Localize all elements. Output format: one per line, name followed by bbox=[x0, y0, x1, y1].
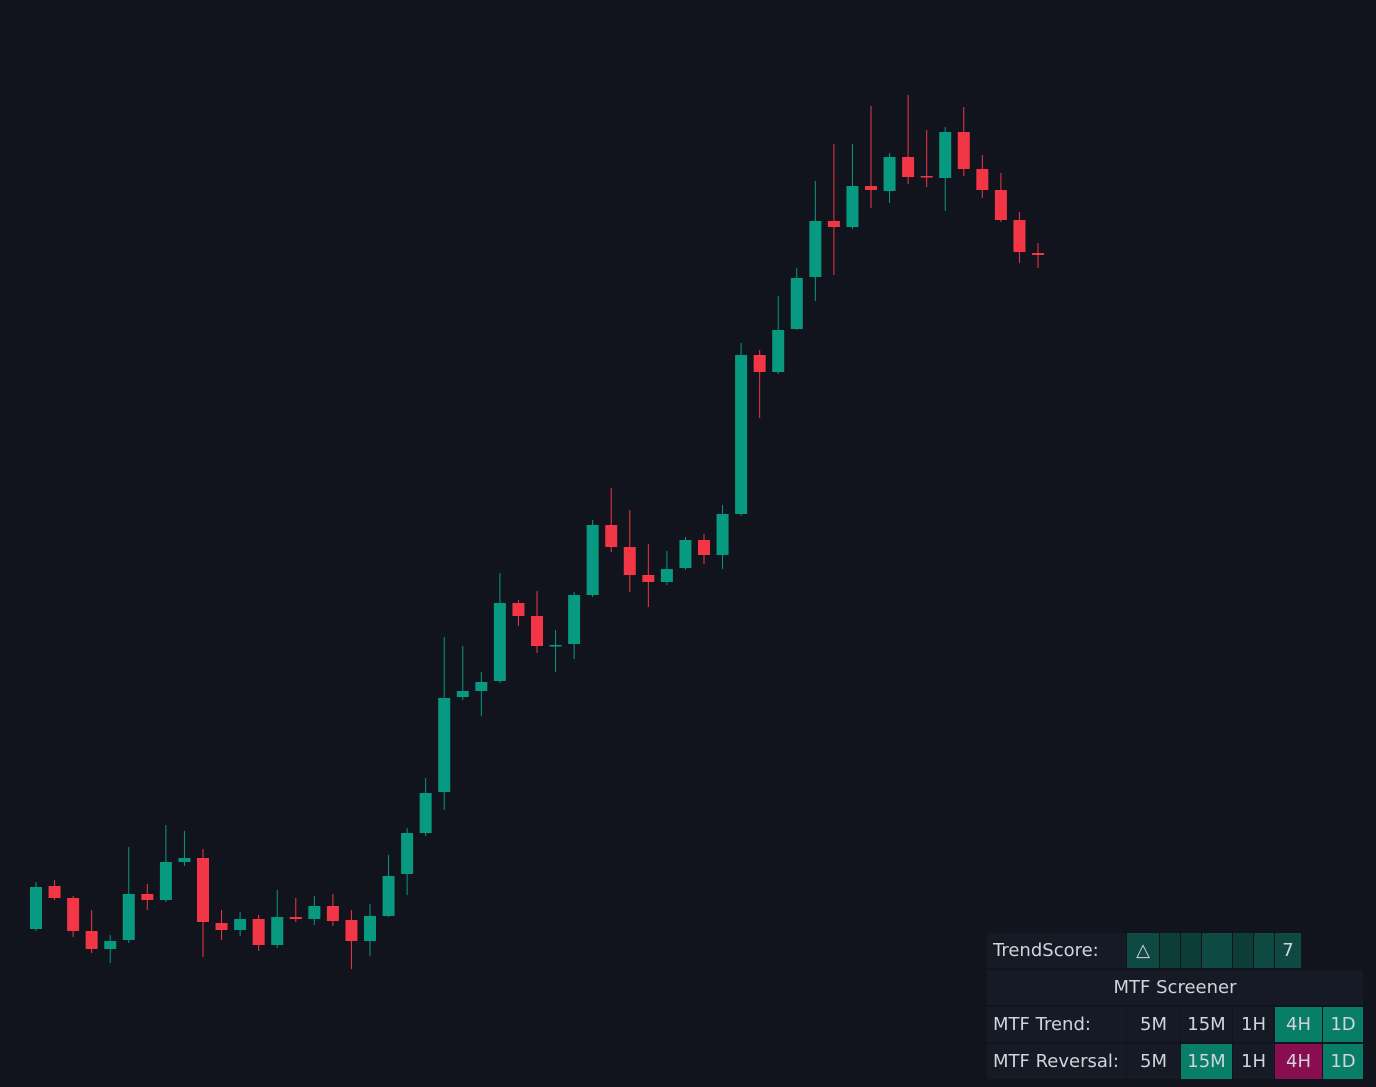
trendscore-cell bbox=[1181, 933, 1202, 969]
candle-body bbox=[902, 157, 915, 177]
candle-body bbox=[735, 355, 748, 514]
tf-cell: 1H bbox=[1233, 1044, 1275, 1080]
candle-body bbox=[642, 575, 655, 582]
candle-body bbox=[104, 941, 117, 949]
candle-body bbox=[568, 595, 581, 644]
candle-body bbox=[234, 919, 247, 930]
candle-body bbox=[289, 917, 302, 919]
row-label: MTF Reversal: bbox=[987, 1044, 1127, 1080]
candle-body bbox=[698, 540, 710, 555]
candle-body bbox=[475, 682, 488, 691]
candle-body bbox=[1032, 253, 1044, 255]
candle-body bbox=[827, 221, 840, 227]
tf-cell: 4H bbox=[1275, 1007, 1323, 1043]
trendscore-label: TrendScore: bbox=[987, 933, 1127, 969]
screener-title: MTF Screener bbox=[987, 970, 1364, 1006]
candle-body bbox=[308, 906, 321, 919]
candle-body bbox=[716, 514, 729, 555]
candle-body bbox=[883, 157, 896, 191]
candle-body bbox=[976, 169, 989, 190]
candle-body bbox=[753, 355, 766, 372]
candle-body bbox=[401, 833, 414, 874]
candle-body bbox=[419, 793, 432, 833]
candle-body bbox=[382, 876, 395, 916]
candle-body bbox=[1013, 220, 1026, 252]
candle-body bbox=[865, 186, 877, 190]
candle-body bbox=[920, 176, 933, 178]
candle-body bbox=[67, 898, 80, 931]
tf-cell: 1D bbox=[1323, 1044, 1364, 1080]
trendscore-symbol: △ bbox=[1127, 933, 1160, 969]
trendscore-cell bbox=[1202, 933, 1233, 969]
candle-body bbox=[605, 525, 618, 547]
trendscore-cell bbox=[1160, 933, 1181, 969]
tf-cell: 5M bbox=[1127, 1007, 1181, 1043]
trendscore-cell bbox=[1233, 933, 1254, 969]
candle-body bbox=[345, 920, 358, 941]
tf-cell: 5M bbox=[1127, 1044, 1181, 1080]
candle-body bbox=[586, 525, 599, 595]
candle-body bbox=[215, 923, 228, 930]
candle-body bbox=[846, 186, 859, 227]
candle-body bbox=[364, 916, 376, 941]
candle-body bbox=[197, 858, 209, 922]
candle-body bbox=[660, 569, 673, 582]
tf-cell: 15M bbox=[1181, 1007, 1233, 1043]
candle-body bbox=[939, 132, 952, 178]
candle-body bbox=[30, 887, 42, 929]
candle-body bbox=[772, 330, 785, 372]
candle-body bbox=[623, 547, 636, 575]
candle-body bbox=[531, 616, 543, 646]
candle-body bbox=[438, 698, 451, 792]
tf-cell: 1D bbox=[1323, 1007, 1364, 1043]
trendscore-cell bbox=[1254, 933, 1275, 969]
row-label: MTF Trend: bbox=[987, 1007, 1127, 1043]
candle-body bbox=[178, 858, 191, 862]
tf-cell: 1H bbox=[1233, 1007, 1275, 1043]
trendscore-value: 7 bbox=[1275, 933, 1302, 969]
candle-body bbox=[85, 931, 98, 949]
candle-body bbox=[252, 919, 265, 945]
candle-body bbox=[679, 540, 692, 568]
candle-body bbox=[994, 190, 1007, 220]
candle-body bbox=[326, 906, 339, 921]
tf-cell: 15M bbox=[1181, 1044, 1233, 1080]
candle-body bbox=[512, 603, 525, 616]
candle-body bbox=[493, 603, 506, 681]
tf-cell: 4H bbox=[1275, 1044, 1323, 1080]
candle-body bbox=[790, 278, 803, 329]
candle-body bbox=[809, 221, 822, 277]
candle-body bbox=[456, 691, 469, 697]
candle-body bbox=[271, 917, 284, 945]
candle-body bbox=[48, 886, 61, 898]
mtf-panel: TrendScore: △ 7 MTF Screener MTF Trend: … bbox=[987, 933, 1364, 1081]
candle-body bbox=[122, 894, 135, 940]
candle-body bbox=[957, 132, 970, 169]
candle-body bbox=[159, 862, 172, 900]
candle-body bbox=[141, 894, 154, 900]
candle-body bbox=[549, 645, 562, 647]
